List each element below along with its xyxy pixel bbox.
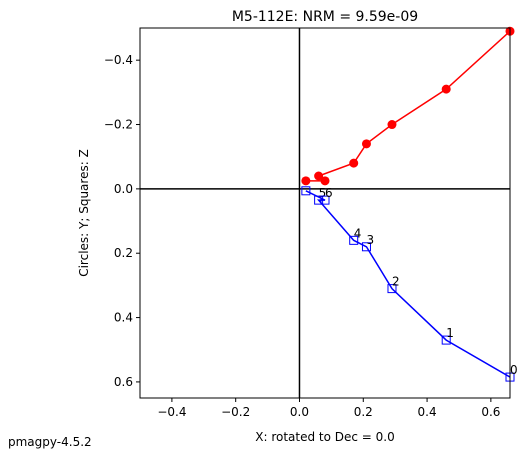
y-tick-label: −0.2 <box>104 118 133 132</box>
circle-marker <box>314 171 324 181</box>
x-tick-label: 0.6 <box>481 405 500 419</box>
footer: pmagpy-4.5.2 <box>8 435 92 449</box>
point-label: 5 <box>319 186 327 200</box>
circle-marker <box>441 84 451 94</box>
square-marker <box>441 335 451 345</box>
square-marker <box>349 235 359 245</box>
series-line <box>305 190 511 378</box>
square-marker <box>387 284 397 294</box>
point-label: 4 <box>354 226 362 240</box>
x-tick-label: −0.2 <box>221 405 250 419</box>
x-axis-label: X: rotated to Dec = 0.0 <box>255 430 395 444</box>
square-marker <box>320 195 330 205</box>
y-tick-label: 0.0 <box>114 182 133 196</box>
point-label: 0 <box>510 363 518 377</box>
chart-title: M5-112E: NRM = 9.59e-09 <box>232 9 418 25</box>
point-label: 6 <box>325 186 333 200</box>
series-line <box>305 30 511 182</box>
y-tick-label: −0.4 <box>104 53 133 67</box>
circle-marker <box>349 158 359 168</box>
circle-marker <box>361 139 371 149</box>
circle-marker <box>320 176 330 186</box>
square-marker <box>314 195 324 205</box>
plot-frame <box>139 27 511 399</box>
point-label: 2 <box>392 275 400 289</box>
point-label: 3 <box>366 233 374 247</box>
x-tick-label: 0.2 <box>354 405 373 419</box>
x-tick-label: −0.4 <box>157 405 186 419</box>
circle-marker <box>387 120 397 130</box>
y-axis-label: Circles: Y; Squares: Z <box>77 149 91 277</box>
circle-marker <box>301 176 311 186</box>
y-tick-label: 0.6 <box>114 375 133 389</box>
y-tick-label: 0.2 <box>114 246 133 260</box>
x-tick-label: 0.4 <box>418 405 437 419</box>
x-tick-label: 0.0 <box>290 405 309 419</box>
square-marker <box>361 242 371 252</box>
square-marker <box>301 186 311 196</box>
y-tick-label: 0.4 <box>114 311 133 325</box>
point-label: 1 <box>446 326 454 340</box>
